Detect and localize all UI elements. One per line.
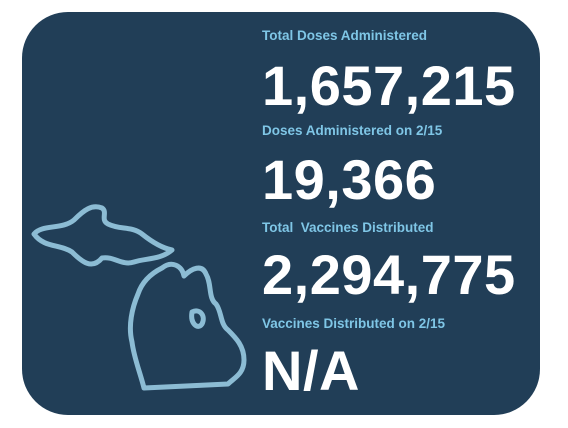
stats-card: Total Doses Administered 1,657,215 Doses… bbox=[22, 12, 540, 415]
stat-value: 1,657,215 bbox=[262, 54, 516, 117]
stat-value: 19,366 bbox=[262, 148, 437, 211]
stat-value: 2,294,775 bbox=[262, 243, 516, 306]
stat-label: Total Vaccines Distributed bbox=[262, 220, 434, 235]
stat-label: Total Doses Administered bbox=[262, 28, 428, 43]
stat-label: Doses Administered on 2/15 bbox=[262, 123, 443, 138]
stat-label: Vaccines Distributed on 2/15 bbox=[262, 316, 446, 331]
stat-value: N/A bbox=[262, 339, 360, 402]
michigan-outline bbox=[31, 204, 247, 391]
